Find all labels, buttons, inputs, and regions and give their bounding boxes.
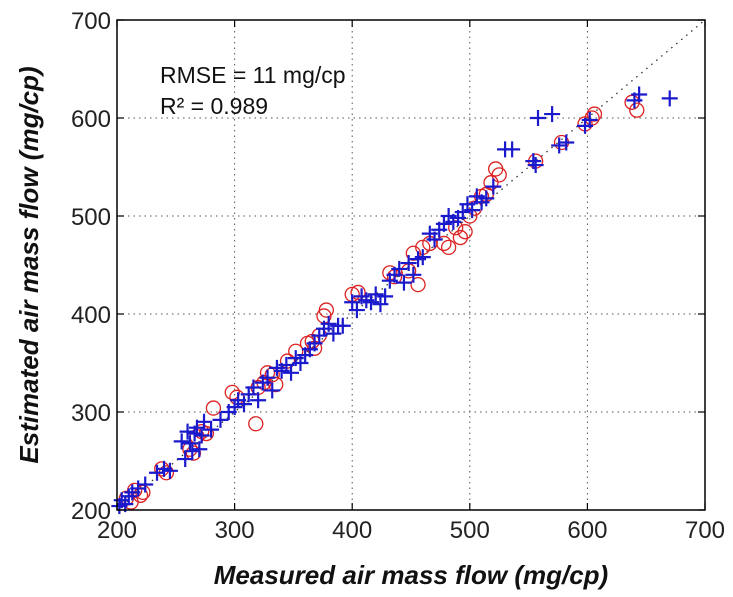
circle-point-54	[586, 106, 603, 122]
plus-point-75	[478, 190, 495, 207]
plus-point-86	[581, 111, 598, 128]
x-tick-label-0: 200	[97, 517, 137, 544]
plus-point-18	[193, 427, 210, 444]
circle-point-47	[483, 175, 499, 191]
plus-point-82	[544, 106, 561, 123]
plus-point-81	[530, 110, 547, 126]
plus-point-17	[191, 441, 208, 458]
rmse-annotation: RMSE = 11 mg/cp	[160, 62, 346, 88]
plot-frame	[116, 19, 706, 511]
circle-point-15	[248, 416, 264, 432]
x-tick-label-3: 500	[450, 517, 490, 544]
x-tick-label-1: 300	[215, 517, 255, 544]
y-tick-label-0: 200	[71, 498, 111, 525]
plus-point-35	[283, 364, 300, 381]
plus-point-88	[631, 86, 648, 103]
y-tick-label-2: 400	[71, 302, 111, 329]
plus-point-11	[177, 451, 194, 468]
plus-point-13	[181, 435, 198, 452]
circle-point-30	[350, 284, 366, 301]
x-tick-label-4: 600	[567, 517, 607, 544]
plus-point-54	[377, 288, 394, 305]
plus-point-28	[250, 392, 267, 409]
circle-point-2	[126, 482, 143, 499]
plus-point-60	[405, 266, 422, 283]
circle-point-41	[452, 229, 469, 246]
circle-point-39	[440, 239, 457, 256]
plus-point-62	[414, 249, 431, 266]
plus-point-25	[236, 396, 253, 413]
plus-point-52	[367, 286, 384, 303]
y-tick-label-3: 500	[71, 204, 111, 231]
plus-point-27	[245, 379, 262, 396]
plus-point-23	[226, 399, 243, 416]
plus-point-3	[120, 488, 137, 505]
circle-point-12	[205, 400, 222, 416]
gridlines	[117, 20, 705, 510]
plus-point-89	[661, 90, 678, 107]
plus-point-43	[320, 315, 337, 332]
plus-point-64	[426, 231, 443, 248]
plus-point-72	[464, 202, 481, 219]
plus-point-79	[525, 153, 542, 170]
plus-point-6	[137, 476, 154, 493]
plus-point-30	[259, 369, 276, 386]
plus-point-76	[485, 178, 502, 195]
identity-reference-line	[116, 19, 706, 511]
y-tick-label-4: 600	[71, 106, 111, 133]
plus-point-83	[551, 137, 568, 154]
reference-line-group	[116, 19, 706, 511]
y-axis-label: Estimated air mass flow (mg/cp)	[14, 66, 44, 463]
plus-point-19	[196, 413, 213, 430]
plus-point-57	[391, 260, 408, 277]
plus-point-14	[184, 443, 201, 460]
circle-point-34	[405, 245, 422, 261]
plus-point-12	[179, 423, 196, 440]
plus-point-9	[161, 462, 178, 479]
circle-point-42	[457, 224, 473, 240]
plus-point-78	[504, 141, 521, 158]
plus-point-7	[148, 464, 165, 481]
r-squared-annotation: R² = 0.989	[160, 93, 268, 119]
plus-point-46	[334, 317, 351, 334]
plus-point-58	[395, 274, 412, 291]
circle-point-38	[436, 235, 452, 252]
plus-point-21	[212, 411, 229, 428]
x-tick-label-5: 700	[685, 517, 725, 544]
plus-point-48	[348, 302, 365, 319]
circle-point-21	[279, 353, 296, 369]
circle-point-49	[491, 167, 507, 183]
plus-point-5	[130, 480, 147, 497]
circle-point-40	[448, 220, 464, 236]
plus-point-20	[203, 421, 220, 438]
circle-point-35	[410, 276, 426, 293]
circle-point-56	[629, 102, 645, 118]
y-tick-label-1: 300	[71, 400, 111, 427]
plus-point-59	[400, 255, 417, 272]
y-tick-label-5: 700	[71, 8, 111, 35]
data-points	[111, 86, 678, 515]
x-tick-label-2: 400	[332, 517, 372, 544]
circle-point-20	[268, 376, 284, 393]
plus-point-10	[173, 433, 190, 450]
plus-point-80	[527, 157, 544, 174]
x-axis-label: Measured air mass flow (mg/cp)	[214, 560, 608, 590]
axis-ticks: 200 300 400 500 600 700 200 300 400 500 600 700	[71, 8, 725, 544]
circle-point-8	[185, 445, 202, 461]
plus-point-31	[264, 382, 281, 399]
circle-point-28	[318, 302, 334, 318]
plus-point-84	[558, 134, 575, 151]
